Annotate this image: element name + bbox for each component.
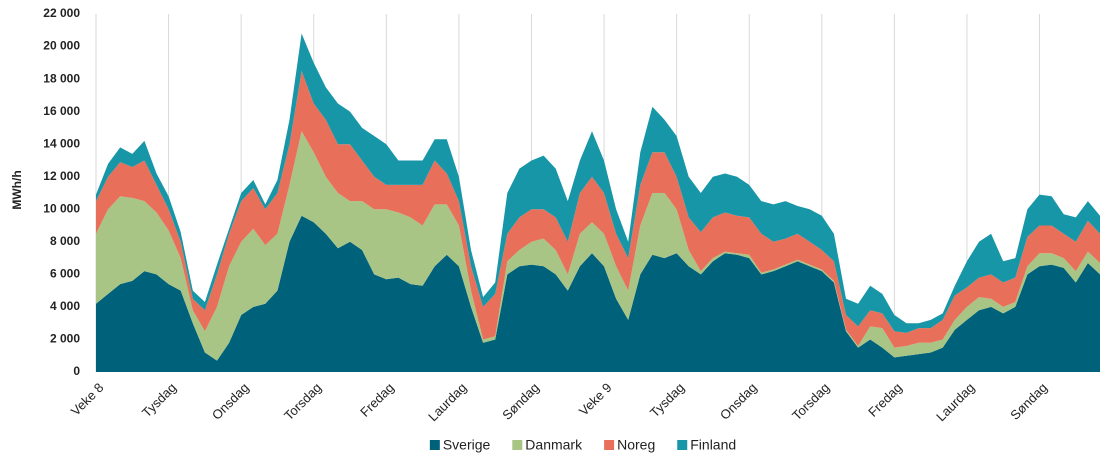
y-tick-label: 8 000: [50, 234, 80, 248]
legend-label: Finland: [690, 437, 736, 453]
x-tick-label: Veke 9: [576, 380, 615, 419]
y-tick-label: 22 000: [43, 6, 80, 20]
x-tick-label: Veke 8: [68, 380, 107, 419]
y-axis-label: MWh/h: [10, 170, 24, 209]
area: [96, 131, 1100, 361]
x-tick-label: Torsdag: [281, 380, 324, 423]
legend-swatch: [512, 440, 523, 450]
y-tick-label: 10 000: [43, 201, 80, 215]
legend-label: Danmark: [525, 437, 583, 453]
x-tick-label: Fredag: [357, 380, 397, 420]
y-tick-label: 0: [73, 364, 80, 378]
x-tick-label: Tysdag: [139, 380, 179, 420]
legend-label: Noreg: [617, 437, 655, 453]
x-tick-label: Tysdag: [647, 380, 687, 420]
x-tick-label: Laurdag: [425, 380, 469, 424]
y-tick-label: 16 000: [43, 104, 80, 118]
x-tick-label: Onsdag: [717, 380, 760, 423]
legend: Sverige Danmark Noreg Finland: [429, 437, 736, 453]
y-tick-label: 6 000: [50, 267, 80, 281]
x-tick-label: Søndag: [1007, 380, 1050, 423]
area: [96, 71, 1100, 348]
y-tick-label: 20 000: [43, 39, 80, 53]
x-tick-label: Søndag: [499, 380, 542, 423]
legend-swatch: [677, 440, 688, 450]
x-tick-label: Onsdag: [209, 380, 252, 423]
y-tick-label: 2 000: [50, 332, 80, 346]
y-tick-label: 18 000: [43, 71, 80, 85]
y-tick-label: 14 000: [43, 136, 80, 150]
legend-swatch: [604, 440, 615, 450]
area: [96, 215, 1100, 372]
area: [96, 33, 1100, 333]
y-tick-label: 4 000: [50, 299, 80, 313]
x-tick-label: Laurdag: [933, 380, 977, 424]
x-tick-label: Torsdag: [789, 380, 832, 423]
legend-label: Sverige: [443, 437, 491, 453]
legend-swatch: [429, 440, 440, 450]
y-tick-label: 12 000: [43, 169, 80, 183]
x-tick-label: Fredag: [865, 380, 905, 420]
